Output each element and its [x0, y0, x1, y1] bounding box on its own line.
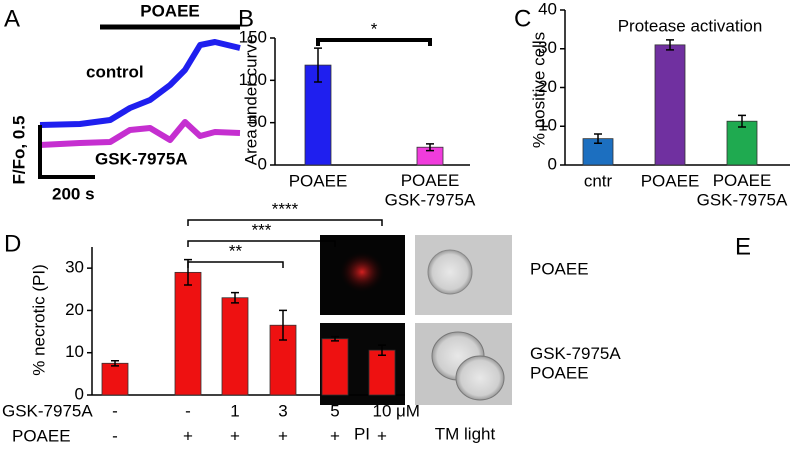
y-axis-label: % positive cells	[529, 32, 548, 148]
row-unit: μM	[396, 401, 420, 420]
panel-letter: A	[4, 5, 20, 32]
scale-bar	[38, 125, 95, 179]
y-tick-label: 50	[248, 112, 267, 131]
cell	[427, 249, 473, 295]
row-value: 5	[330, 401, 339, 420]
significance-label: ****	[272, 199, 299, 218]
bar	[101, 362, 129, 396]
bar	[174, 271, 202, 396]
error-bar	[111, 359, 119, 367]
row-value: 10	[373, 401, 392, 420]
chart-title: Protease activation	[618, 16, 763, 35]
significance-label: *	[371, 19, 378, 38]
y-tick-label: 30	[538, 38, 557, 57]
legend-label: GSK-7975A	[95, 149, 188, 168]
legend-label: control	[86, 62, 144, 81]
y-tick-label: 0	[548, 154, 557, 173]
row-label: POAEE	[530, 259, 589, 278]
error-bar	[314, 47, 322, 83]
cell	[455, 355, 505, 401]
column-label: TM light	[435, 424, 496, 443]
panel-letter: D	[4, 230, 21, 257]
y-tick-label: 0	[75, 384, 84, 403]
row-value: -	[112, 401, 118, 420]
significance-bracket	[187, 219, 383, 226]
row-value: 3	[278, 401, 287, 420]
significance-label: ***	[252, 220, 272, 239]
panel-letter: E	[735, 233, 751, 260]
bar	[726, 120, 758, 166]
x-tick-label: POAEE	[289, 171, 348, 190]
significance-bracket	[187, 261, 284, 268]
row-value: +	[377, 426, 387, 445]
significance-label: **	[229, 241, 243, 260]
y-tick-label: 100	[239, 70, 267, 89]
y-tick-label: 10	[538, 116, 557, 135]
y-tick-label: 10	[65, 342, 84, 361]
row-value: 1	[230, 401, 239, 420]
error-bar	[378, 344, 386, 357]
y-tick-label: 20	[65, 300, 84, 319]
annotation: POAEE	[140, 1, 200, 20]
error-bar	[331, 335, 339, 342]
error-bar	[738, 114, 746, 128]
error-bar	[666, 39, 674, 51]
y-tick-label: 20	[538, 77, 557, 96]
x-tick-label: POAEE GSK-7975A	[385, 171, 476, 210]
y-axis-label: % necrotic (PI)	[29, 264, 48, 375]
y-tick-label: 40	[538, 0, 557, 18]
bar	[321, 338, 349, 396]
row-value: -	[112, 426, 118, 445]
pi-signal	[340, 252, 384, 292]
row-value: +	[330, 426, 340, 445]
y-tick-label: 150	[239, 27, 267, 46]
row-value: -	[185, 401, 191, 420]
panel-letter: B	[238, 5, 254, 32]
row-label: GSK-7975A	[2, 401, 93, 420]
significance-bracket	[316, 38, 432, 46]
scale-x-label: 200 s	[52, 184, 95, 203]
x-tick-label: POAEE	[641, 171, 700, 190]
x-tick-label: cntr	[584, 171, 613, 190]
row-value: +	[278, 426, 288, 445]
row-label: POAEE	[12, 426, 71, 445]
trace	[39, 39, 241, 128]
x-tick-label: POAEE GSK-7975A	[697, 171, 788, 210]
y-axis-label: Area under curve	[241, 35, 260, 165]
trace	[39, 119, 241, 148]
y-tick-label: 30	[65, 258, 84, 277]
row-value: +	[183, 426, 193, 445]
error-bar	[279, 309, 287, 341]
bar	[368, 349, 396, 396]
bar	[654, 44, 686, 166]
scale-y-label: F/Fo, 0.5	[9, 116, 28, 185]
panel-letter: C	[514, 5, 531, 32]
column-label: PI	[354, 424, 370, 443]
row-value: +	[230, 426, 240, 445]
bar	[221, 297, 249, 396]
significance-bracket	[187, 240, 336, 247]
error-bar	[594, 133, 602, 145]
row-label: GSK-7975A POAEE	[530, 344, 621, 383]
error-bar	[231, 291, 239, 304]
error-bar	[426, 143, 434, 152]
y-tick-label: 0	[258, 154, 267, 173]
